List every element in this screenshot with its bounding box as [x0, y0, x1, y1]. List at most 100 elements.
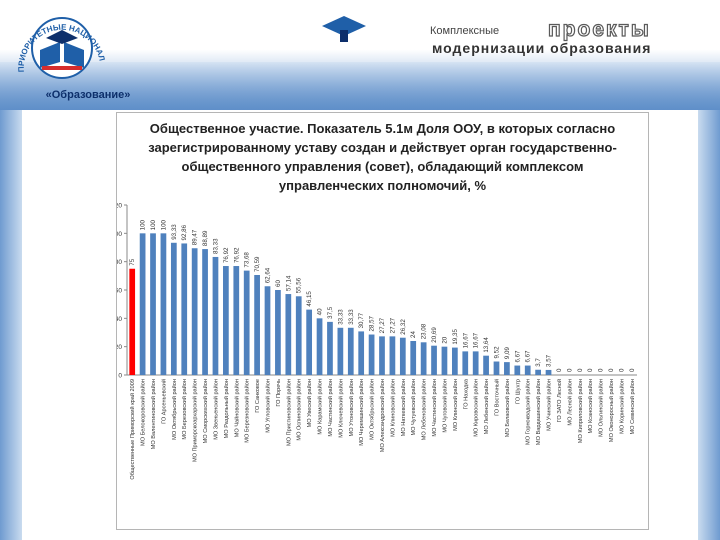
- data-label: 0: [618, 368, 625, 372]
- bar: [264, 286, 271, 375]
- bar: [129, 268, 136, 375]
- chart-slide: 0 20 40 60 80 100 120 75 Общественные Приморский…: [116, 112, 649, 530]
- y-tick-label: 100: [117, 231, 122, 238]
- category-label: МО Чуговский район: [441, 379, 448, 433]
- emblem-caption: «Образование»: [46, 89, 131, 101]
- category-label: ГО ЗАТО Лесной: [556, 379, 563, 422]
- category-label: МО Лебеновский район: [421, 379, 428, 440]
- bar: [223, 266, 229, 375]
- category-label: МО Кировоский район: [473, 379, 480, 437]
- category-label: МО Березовский район: [181, 379, 188, 440]
- category-label: МО Александровский район: [379, 379, 386, 452]
- project-brand: Комплексные проекты модернизации образов…: [322, 16, 651, 56]
- y-tick-label: 20: [117, 344, 122, 351]
- data-label: 0: [598, 368, 605, 372]
- data-label: 55,56: [296, 277, 303, 293]
- category-label: МО Утоновский район: [348, 379, 355, 436]
- data-label: 0: [608, 368, 615, 372]
- bar: [243, 270, 250, 375]
- category-label: МО Чугуевский район: [410, 379, 417, 435]
- bar: [524, 365, 531, 375]
- data-label: 20: [441, 336, 448, 343]
- bar: [202, 249, 208, 375]
- data-label: 70,59: [254, 256, 261, 272]
- data-label: 0: [566, 368, 573, 372]
- category-label: Общественные Приморский край 2009: [129, 379, 136, 480]
- bar: [493, 361, 500, 375]
- category-label: МО Березновский район: [244, 379, 251, 443]
- category-label: МО Горноквадский район: [525, 379, 532, 445]
- data-label: 23,08: [421, 323, 428, 339]
- data-label: 33,33: [337, 309, 344, 325]
- data-label: 57,14: [285, 275, 292, 291]
- data-label: 13,64: [483, 337, 490, 353]
- data-label: 28,57: [369, 315, 376, 331]
- bar: [451, 347, 458, 375]
- data-label: 16,67: [473, 332, 480, 348]
- data-label: 30,77: [358, 312, 365, 328]
- data-label: 100: [150, 219, 157, 230]
- bar: [399, 337, 406, 375]
- bar: [420, 342, 427, 375]
- category-label: МО Частинский район: [327, 379, 334, 437]
- category-label: ГО Восточный: [493, 379, 500, 416]
- y-tick-label: 60: [117, 288, 122, 295]
- right-side-shade: [698, 110, 720, 540]
- category-label: МО Учинский район: [546, 379, 553, 431]
- bar: [545, 369, 552, 375]
- category-label: МО Частинский район: [431, 379, 438, 437]
- y-tick-label: 80: [117, 259, 122, 266]
- category-label: МО Белокоровский район: [140, 379, 147, 446]
- bar: [368, 334, 375, 375]
- category-label: МО Вардашинский район: [535, 379, 542, 445]
- bar: [170, 242, 177, 375]
- category-label: МО Звеньенский район: [212, 379, 219, 440]
- data-label: 83,33: [212, 238, 219, 254]
- data-label: 76,92: [223, 247, 230, 263]
- data-label: 9,52: [493, 346, 500, 359]
- data-label: 27,27: [389, 317, 396, 333]
- bar: [337, 327, 344, 375]
- left-side-shade: [0, 110, 22, 540]
- data-label: 0: [629, 368, 636, 372]
- data-label: 76,92: [233, 247, 240, 263]
- bar: [191, 248, 198, 375]
- data-label: 62,64: [265, 267, 272, 283]
- book-emblem-icon: [40, 30, 84, 70]
- category-label: МО Ксаноский район: [587, 379, 594, 434]
- project-line2: модернизации образования: [432, 40, 651, 56]
- bar: [462, 351, 469, 375]
- category-label: МО Белаовский район: [504, 379, 511, 437]
- slide-header: ПРИОРИТЕТНЫЕ НАЦИОНАЛЬНЫЕ ПРОЕКТЫ «Образ…: [0, 0, 720, 110]
- category-label: МО Октябрьский район: [369, 379, 376, 440]
- category-label: МО Карамский район: [317, 379, 324, 435]
- bar: [295, 296, 302, 375]
- category-label: МО Угловский район: [265, 379, 272, 433]
- data-label: 16,67: [462, 332, 469, 348]
- graduation-cap-icon: [322, 16, 366, 42]
- bar: [514, 365, 521, 375]
- category-label: МО Ключевский район: [337, 379, 344, 438]
- category-label: МО Раздольный район: [223, 379, 230, 438]
- bar: [327, 321, 333, 375]
- project-word: проекты: [548, 18, 651, 41]
- data-label: 0: [556, 368, 563, 372]
- header-band: [0, 62, 720, 110]
- bar: [233, 266, 240, 375]
- category-label: ГО Шухтр: [515, 379, 521, 404]
- data-label: 9,09: [504, 347, 511, 360]
- data-label: 73,68: [244, 252, 251, 268]
- category-label: МО Лебенский район: [483, 379, 490, 434]
- data-label: 40: [317, 308, 324, 315]
- data-label: 88,89: [202, 230, 209, 246]
- data-label: 100: [160, 219, 167, 230]
- category-label: МО Черемшинский район: [358, 379, 365, 446]
- data-label: 26,32: [400, 319, 407, 335]
- national-projects-emblem: ПРИОРИТЕТНЫЕ НАЦИОНАЛЬНЫЕ ПРОЕКТЫ «Образ…: [2, 2, 131, 101]
- data-label: 6,67: [514, 350, 521, 363]
- bar: [483, 355, 489, 375]
- category-label: МО Киприловский район: [577, 379, 584, 443]
- category-label: МО Октябрьский район: [171, 379, 178, 440]
- bar: [275, 290, 281, 375]
- bar: [431, 345, 437, 375]
